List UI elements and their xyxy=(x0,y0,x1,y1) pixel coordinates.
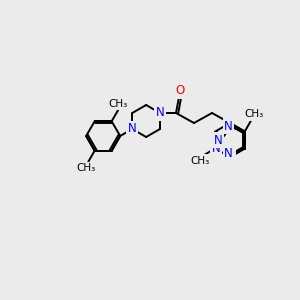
Text: N: N xyxy=(212,142,220,155)
Text: N: N xyxy=(214,134,223,146)
Text: CH₃: CH₃ xyxy=(76,163,96,173)
Text: N: N xyxy=(128,122,137,136)
Text: N: N xyxy=(226,151,234,164)
Text: CH₃: CH₃ xyxy=(244,110,263,119)
Text: CH₃: CH₃ xyxy=(109,99,128,109)
Text: O: O xyxy=(176,85,184,98)
Text: N: N xyxy=(224,147,233,160)
Text: N: N xyxy=(224,120,233,133)
Text: N: N xyxy=(156,106,164,119)
Text: CH₃: CH₃ xyxy=(190,155,210,166)
